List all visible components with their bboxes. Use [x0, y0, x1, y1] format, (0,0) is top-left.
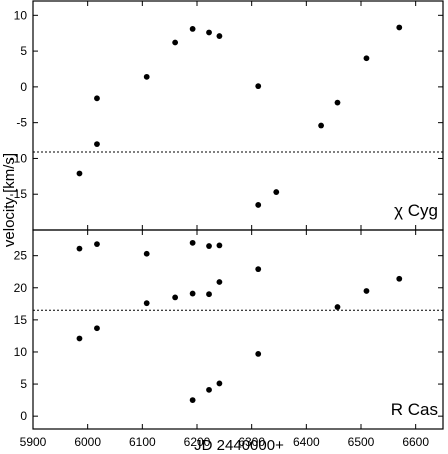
chi-cyg-data-point: [189, 26, 196, 32]
r-cas-data-point: [143, 250, 150, 257]
chi-cyg-ytick-label: 0: [20, 80, 27, 94]
chi-cyg-data-point: [216, 33, 223, 39]
x-tick-label: 6500: [348, 435, 375, 449]
r-cas-data-point: [216, 242, 223, 249]
chi-cyg-data-point: [318, 122, 324, 129]
r-cas-data-point: [143, 300, 150, 307]
r-cas-data-point: [363, 288, 370, 294]
r-cas-data-point: [76, 245, 83, 252]
chi-cyg-data-point: [255, 83, 262, 90]
r-cas-data-point: [94, 241, 100, 248]
r-cas-data-point: [216, 279, 223, 285]
x-tick-label: 6100: [129, 435, 156, 449]
chi-cyg-frame: [32, 0, 444, 231]
r-cas-data-point: [172, 294, 179, 301]
r-cas-ytick-label: 25: [14, 249, 28, 263]
r-cas-ytick-label: 0: [20, 409, 27, 423]
chi-cyg-data-point: [143, 73, 150, 80]
r-cas-data-point: [255, 266, 262, 273]
r-cas-data-point: [206, 243, 212, 249]
chi-cyg-data-point: [94, 141, 100, 148]
r-cas-data-point: [255, 350, 262, 357]
r-cas-data-point: [76, 335, 83, 342]
x-tick-label: 6000: [74, 435, 101, 449]
r-cas-ytick-label: 15: [14, 313, 28, 327]
r-cas-data-point: [206, 386, 212, 393]
r-cas-frame: [32, 229, 444, 430]
chi-cyg-label: χ Cyg: [394, 201, 438, 220]
r-cas-ytick-label: 10: [14, 345, 28, 359]
r-cas-data-point: [216, 380, 223, 387]
x-axis-label: JD 2440000+: [194, 437, 284, 454]
chi-cyg-data-point: [172, 39, 179, 46]
x-tick-label: 5900: [20, 435, 47, 449]
chi-cyg-ytick-label: 10: [14, 8, 28, 22]
chi-cyg-panel: 10 5 0 -5 -10 -15: [10, 0, 444, 231]
r-cas-data-point: [94, 325, 100, 332]
x-tick-label: 6400: [293, 435, 320, 449]
r-cas-data-point: [396, 275, 403, 282]
chi-cyg-ytick-label: -10: [10, 151, 28, 165]
chi-cyg-data-point: [273, 189, 280, 195]
x-tick-label: 6600: [402, 435, 429, 449]
r-cas-panel: 25 20 15 10 5 0: [14, 229, 444, 430]
x-tick-label: 6300: [238, 435, 265, 449]
chi-cyg-data-point: [94, 95, 100, 102]
chi-cyg-data-point: [334, 99, 341, 106]
chi-cyg-ytick-label: -5: [16, 116, 27, 130]
chi-cyg-ytick-label: 5: [20, 44, 27, 58]
chi-cyg-data-point: [206, 29, 212, 36]
r-cas-data-point: [189, 397, 196, 404]
r-cas-ytick-label: 20: [14, 281, 28, 295]
chi-cyg-data-point: [396, 24, 403, 31]
chi-cyg-data-point: [363, 55, 370, 62]
chi-cyg-ytick-label: -15: [10, 187, 28, 201]
r-cas-data-point: [189, 290, 196, 297]
r-cas-data-point: [334, 304, 341, 310]
r-cas-ytick-label: 5: [20, 377, 27, 391]
r-cas-data-point: [189, 239, 196, 246]
chi-cyg-data-point: [76, 170, 83, 177]
x-axis: 5900 6000 6100 6200 6300 6400 6500 6600: [20, 435, 430, 449]
chi-cyg-data-point: [255, 202, 262, 208]
y-axis-label: velocity [km/s]: [1, 153, 18, 247]
r-cas-label: R Cas: [391, 400, 438, 419]
r-cas-data-point: [206, 291, 212, 298]
x-tick-label: 6200: [184, 435, 211, 449]
